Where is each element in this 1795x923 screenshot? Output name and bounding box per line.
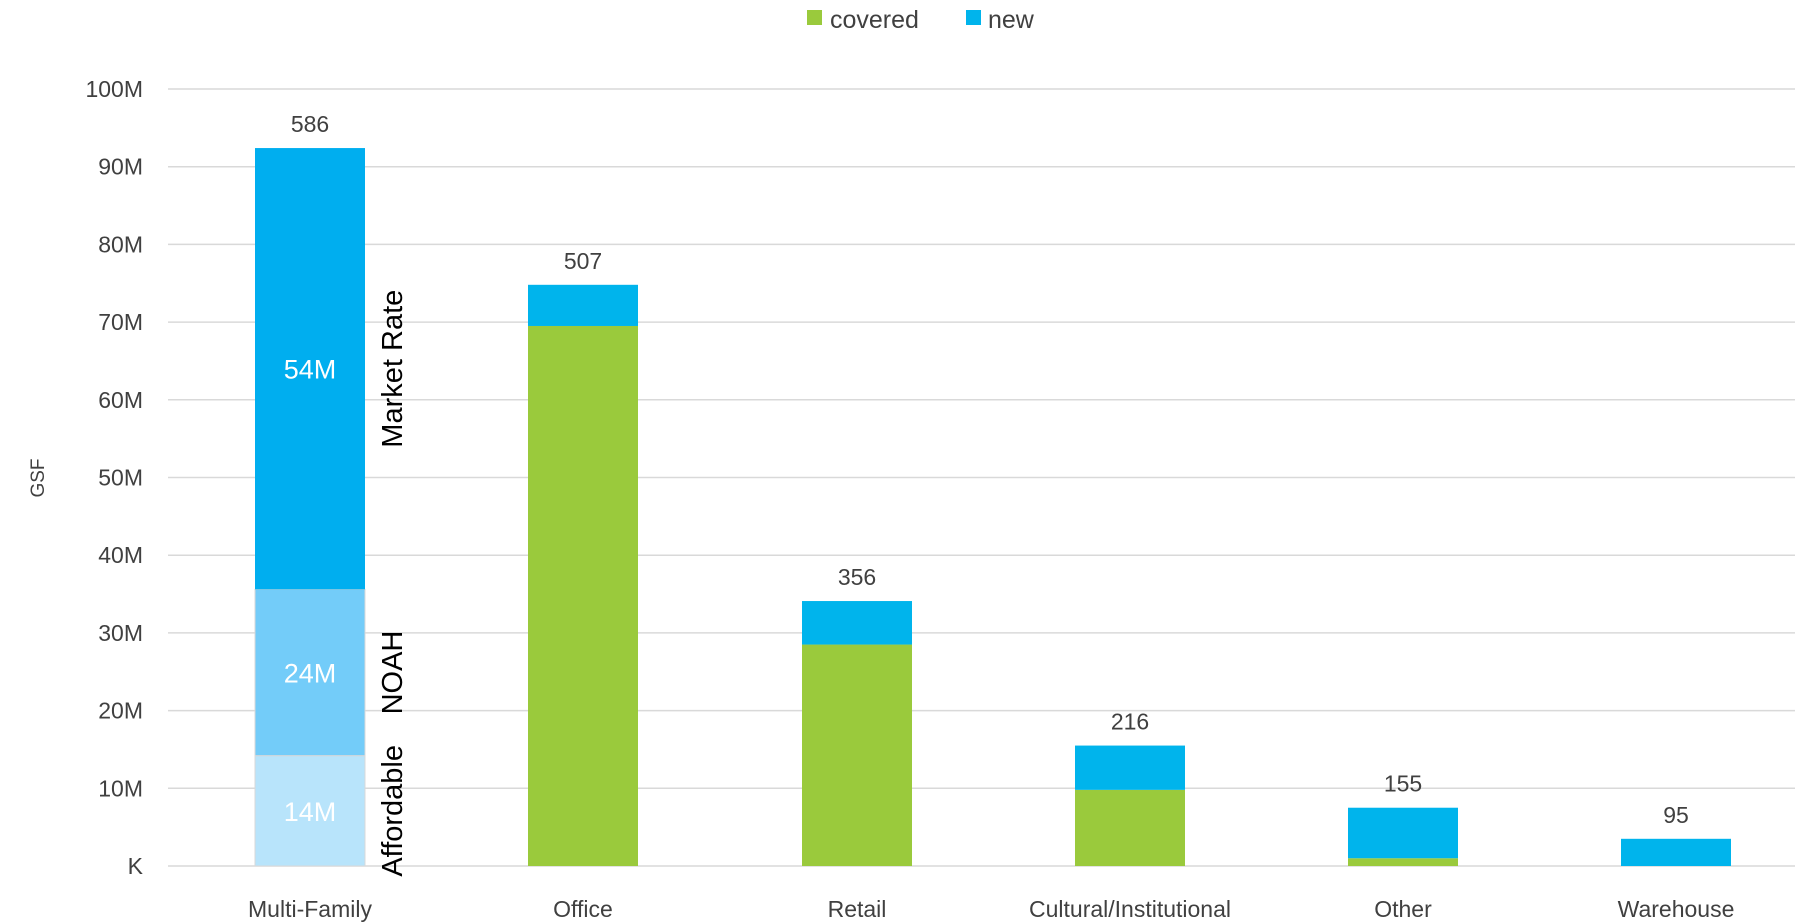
bars bbox=[254, 148, 1731, 867]
bar-new bbox=[528, 284, 638, 326]
bar-covered bbox=[528, 325, 638, 866]
bar-covered bbox=[802, 644, 912, 866]
legend-label-new: new bbox=[988, 6, 1035, 34]
y-tick-label: 40M bbox=[98, 542, 143, 568]
y-tick-label: 30M bbox=[98, 620, 143, 646]
bar-new bbox=[1348, 807, 1458, 859]
bar-new bbox=[1075, 745, 1185, 790]
legend-swatch-new bbox=[966, 10, 981, 25]
legend: covered new bbox=[807, 6, 1035, 34]
y-tick-label: 90M bbox=[98, 154, 143, 180]
bar-new bbox=[1621, 838, 1731, 866]
legend-swatch-covered bbox=[807, 10, 822, 25]
segment-value-label: 24M bbox=[284, 659, 337, 689]
bar-segment bbox=[254, 588, 366, 757]
y-tick-label: 80M bbox=[98, 231, 143, 257]
x-axis-ticks: Multi-Family Office Retail Cultural/Institu… bbox=[248, 896, 1734, 922]
y-tick-label: 100M bbox=[85, 76, 143, 102]
y-tick-label: 60M bbox=[98, 387, 143, 413]
y-axis-title: GSF bbox=[28, 458, 49, 497]
y-tick-label: K bbox=[128, 853, 144, 879]
bar-total-label: 356 bbox=[838, 564, 876, 590]
gridlines bbox=[168, 88, 1795, 867]
segment-category-label: Market Rate bbox=[377, 290, 409, 448]
x-tick-label: Retail bbox=[828, 896, 887, 922]
bar-new bbox=[802, 601, 912, 645]
segment-value-label: 54M bbox=[284, 355, 337, 385]
x-tick-label: Multi-Family bbox=[248, 896, 372, 922]
bar-covered bbox=[1348, 858, 1458, 866]
y-tick-label: 70M bbox=[98, 309, 143, 335]
segment-category-label: NOAH bbox=[377, 631, 409, 715]
data-labels: 14M Affordable 24M NOAH 54M Market Rate 586 507… bbox=[284, 111, 1689, 877]
bar-total-label: 507 bbox=[564, 248, 602, 274]
x-tick-label: Warehouse bbox=[1618, 896, 1735, 922]
y-tick-label: 10M bbox=[98, 775, 143, 801]
bar-segment bbox=[255, 148, 365, 590]
x-tick-label: Cultural/Institutional bbox=[1029, 896, 1231, 922]
bar-segment bbox=[254, 755, 366, 867]
bar-total-label: 155 bbox=[1384, 771, 1422, 797]
y-tick-label: 50M bbox=[98, 465, 143, 491]
y-tick-label: 20M bbox=[98, 698, 143, 724]
x-tick-label: Office bbox=[553, 896, 613, 922]
bar-total-label: 95 bbox=[1663, 802, 1689, 828]
segment-value-label: 14M bbox=[284, 797, 337, 827]
bar-total-label: 216 bbox=[1111, 709, 1149, 735]
bar-total-label: 586 bbox=[291, 111, 329, 137]
x-tick-label: Other bbox=[1374, 896, 1432, 922]
legend-label-covered: covered bbox=[830, 6, 919, 34]
bar-covered bbox=[1075, 789, 1185, 866]
y-axis-ticks: K 10M 20M 30M 40M 50M 60M 70M 80M 90M 100M bbox=[85, 76, 143, 879]
segment-category-label: Affordable bbox=[377, 745, 409, 877]
